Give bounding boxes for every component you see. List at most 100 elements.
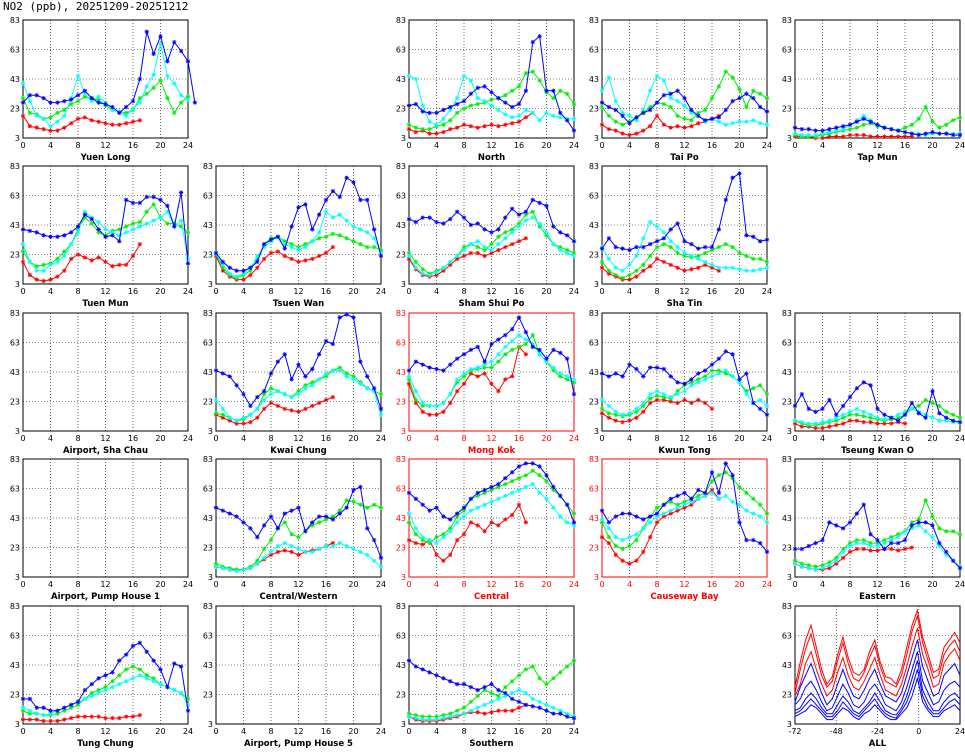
data-point <box>296 247 301 253</box>
data-point <box>875 540 880 546</box>
data-point <box>764 237 770 242</box>
data-point <box>558 115 563 120</box>
data-point <box>689 118 694 123</box>
data-point <box>75 224 81 229</box>
data-point <box>68 101 74 107</box>
y-tick-label: 43 <box>396 221 406 230</box>
data-point <box>923 412 928 417</box>
data-point <box>634 514 639 519</box>
y-tick-label: 63 <box>396 46 406 55</box>
data-point <box>255 265 260 270</box>
data-point <box>406 490 412 496</box>
data-point <box>875 134 880 139</box>
data-point <box>847 520 853 525</box>
data-point <box>282 246 287 251</box>
data-point <box>137 667 143 672</box>
series-line <box>794 614 961 694</box>
x-tick-label: 16 <box>707 434 717 443</box>
data-point <box>503 481 508 487</box>
data-point <box>889 540 894 546</box>
data-point <box>516 224 522 229</box>
data-point <box>895 415 901 420</box>
data-point <box>454 511 460 516</box>
data-point <box>847 418 853 423</box>
data-point <box>282 520 287 525</box>
data-point <box>255 253 260 259</box>
data-point <box>20 708 26 713</box>
x-tick-label: 12 <box>486 727 496 736</box>
data-point <box>468 124 474 129</box>
data-point <box>571 715 577 721</box>
data-point <box>613 412 618 417</box>
data-point <box>950 132 956 138</box>
data-point <box>420 103 425 108</box>
x-tick-label: 4 <box>48 141 53 150</box>
data-point <box>944 122 949 127</box>
x-tick-label: 16 <box>321 580 331 589</box>
data-point <box>330 188 336 194</box>
x-tick-label: 0 <box>916 727 921 736</box>
data-point <box>103 684 108 690</box>
data-point <box>889 546 894 552</box>
data-point <box>744 371 749 376</box>
data-point <box>89 681 94 687</box>
y-tick-label: 43 <box>589 368 599 377</box>
data-point <box>248 272 253 278</box>
data-point <box>641 374 646 379</box>
data-point <box>751 386 756 391</box>
data-point <box>840 412 846 417</box>
data-point <box>330 543 336 549</box>
data-point <box>123 652 129 657</box>
data-point <box>213 368 219 373</box>
data-point <box>675 113 680 119</box>
x-tick-label: 16 <box>900 141 910 150</box>
y-tick-label: 3 <box>15 280 20 289</box>
panel-title: Tuen Mun <box>82 299 128 309</box>
x-tick-label: 0 <box>406 580 411 589</box>
data-point <box>371 386 377 391</box>
data-point <box>241 277 246 282</box>
data-point <box>641 526 646 531</box>
data-point <box>420 109 425 114</box>
data-point <box>413 265 419 270</box>
data-point <box>882 412 887 417</box>
data-point <box>123 113 129 119</box>
data-point <box>413 388 419 394</box>
y-tick-label: 23 <box>589 544 599 553</box>
data-point <box>316 514 322 519</box>
x-tick-label: 0 <box>406 287 411 296</box>
data-point <box>503 112 508 117</box>
data-point <box>957 419 963 425</box>
data-point <box>82 94 88 99</box>
data-point <box>489 359 494 364</box>
data-point <box>289 394 294 400</box>
data-point <box>103 121 108 126</box>
data-point <box>634 409 639 415</box>
data-point <box>330 514 336 519</box>
plot-frame <box>601 165 768 285</box>
data-point <box>434 272 439 278</box>
data-point <box>496 484 501 490</box>
data-point <box>902 409 908 415</box>
y-tick-label: 43 <box>10 661 20 670</box>
data-point <box>599 517 605 522</box>
data-point <box>689 380 694 385</box>
data-point <box>482 687 487 693</box>
data-point <box>606 104 612 110</box>
data-point <box>227 418 232 423</box>
data-point <box>413 532 419 537</box>
data-point <box>117 227 122 232</box>
data-point <box>909 406 915 412</box>
data-point <box>744 268 749 273</box>
data-point <box>551 95 556 101</box>
data-point <box>599 104 605 110</box>
data-point <box>185 708 191 713</box>
y-tick-label: 83 <box>203 309 213 318</box>
y-tick-label: 43 <box>203 368 213 377</box>
data-point <box>255 259 260 265</box>
data-point <box>378 564 384 569</box>
data-point <box>558 371 563 376</box>
data-point <box>365 374 370 379</box>
data-point <box>165 73 170 79</box>
